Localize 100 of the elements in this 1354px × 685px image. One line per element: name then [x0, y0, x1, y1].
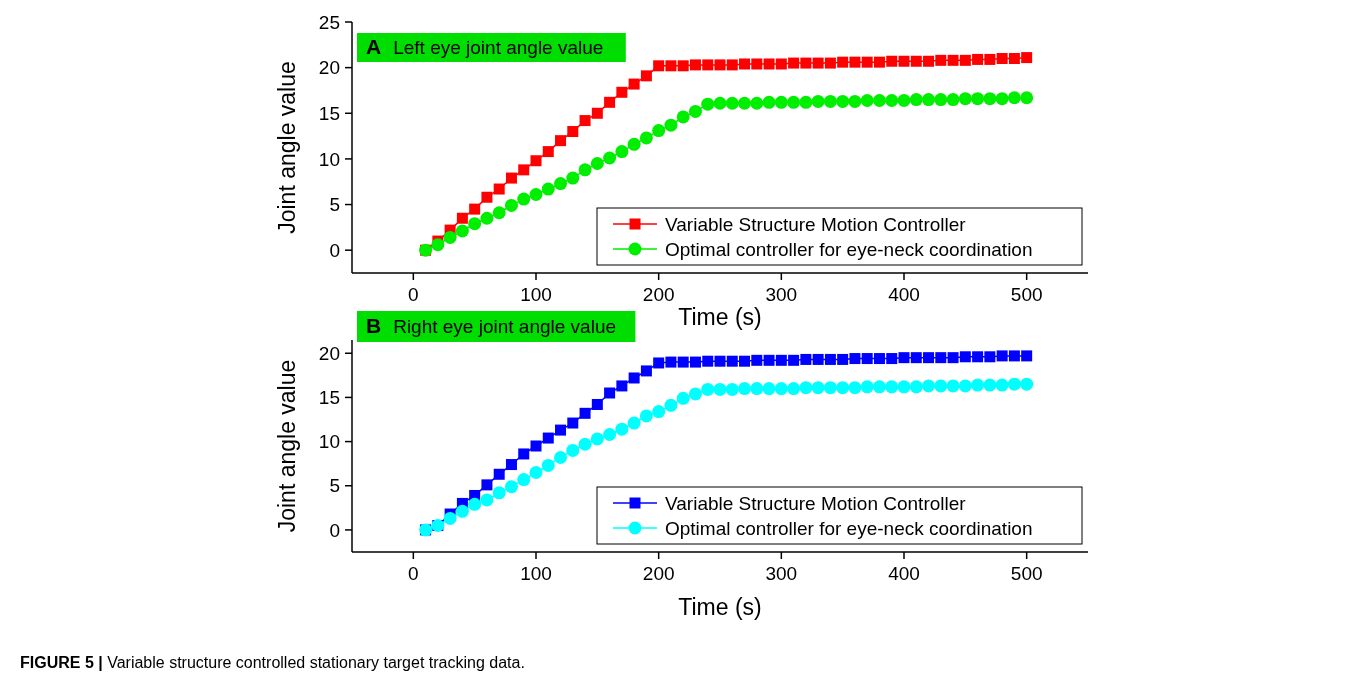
point: [480, 211, 494, 225]
point: [627, 416, 641, 430]
point: [787, 382, 801, 396]
point: [958, 379, 972, 393]
point: [873, 353, 885, 365]
point: [837, 56, 849, 68]
point: [996, 53, 1008, 65]
point: [616, 380, 628, 392]
point: [555, 424, 567, 436]
point: [909, 93, 923, 107]
point: [505, 459, 517, 471]
point: [824, 353, 836, 365]
text: A Left eye joint angle value: [366, 35, 604, 59]
point: [701, 97, 715, 111]
point: [959, 351, 971, 363]
x-tick-label: 0: [408, 284, 419, 305]
point: [762, 382, 776, 396]
point: [923, 352, 935, 364]
point: [910, 352, 922, 364]
point: [542, 432, 554, 444]
point: [860, 380, 874, 394]
point: [811, 381, 825, 395]
legend-label: Variable Structure Motion Controller: [665, 492, 967, 514]
point: [676, 391, 690, 405]
point: [922, 379, 936, 393]
point: [984, 53, 996, 65]
y-tick-label: 10: [318, 431, 340, 453]
point: [590, 432, 604, 446]
x-tick-label: 200: [642, 563, 675, 584]
point: [886, 353, 898, 365]
point: [860, 94, 874, 107]
point: [566, 171, 580, 185]
point: [615, 422, 629, 436]
point: [676, 110, 690, 124]
point: [664, 398, 678, 412]
point: [934, 93, 948, 107]
point: [1021, 350, 1033, 362]
point: [504, 480, 518, 494]
x-tick-label: 300: [765, 284, 798, 305]
point: [812, 353, 824, 365]
point: [873, 56, 885, 68]
point: [739, 355, 751, 367]
point: [872, 94, 886, 107]
point: [958, 92, 972, 106]
point: [1007, 377, 1021, 391]
point: [923, 55, 935, 67]
point: [763, 58, 775, 70]
point: [861, 56, 873, 68]
point: [443, 511, 457, 525]
point: [751, 354, 763, 366]
point: [922, 93, 936, 107]
point: [468, 217, 482, 231]
point: [578, 437, 592, 451]
y-axis-title: Joint angle value: [274, 61, 300, 234]
point: [1007, 91, 1021, 105]
point: [431, 238, 445, 252]
point: [714, 355, 726, 367]
point: [517, 473, 531, 487]
point: [885, 94, 899, 107]
legend-label: Variable Structure Motion Controller: [665, 213, 967, 235]
x-tick-label: 200: [642, 284, 675, 305]
x-tick-label: 100: [520, 284, 552, 305]
legend-label: Optimal controller for eye-neck coordination: [665, 517, 1033, 539]
point: [530, 155, 542, 167]
point: [640, 70, 652, 82]
point: [898, 55, 910, 67]
point: [652, 405, 666, 419]
point: [1020, 91, 1034, 105]
x-tick-label: 0: [408, 563, 419, 584]
point: [824, 57, 836, 69]
x-axis-title: Time (s): [678, 594, 762, 620]
point: [762, 95, 776, 109]
point: [555, 135, 567, 147]
point: [517, 192, 531, 206]
y-tick-label: 15: [318, 387, 340, 409]
x-tick-label: 500: [1010, 284, 1043, 305]
point: [529, 188, 543, 202]
point: [567, 417, 579, 429]
point: [972, 53, 984, 65]
point: [788, 354, 800, 366]
point: [726, 59, 738, 71]
point: [972, 351, 984, 363]
point: [1008, 350, 1020, 362]
point: [518, 448, 530, 460]
point: [800, 353, 812, 365]
point: [774, 95, 788, 109]
point: [885, 380, 899, 394]
point: [579, 407, 591, 419]
point: [713, 382, 727, 396]
point: [493, 468, 505, 480]
point: [616, 86, 628, 98]
point: [579, 115, 591, 127]
point: [799, 95, 813, 109]
point: [984, 351, 996, 363]
point: [1021, 52, 1033, 64]
point: [750, 382, 764, 396]
point: [909, 380, 923, 394]
point: [971, 92, 985, 106]
point: [763, 354, 775, 366]
point: [799, 381, 813, 395]
